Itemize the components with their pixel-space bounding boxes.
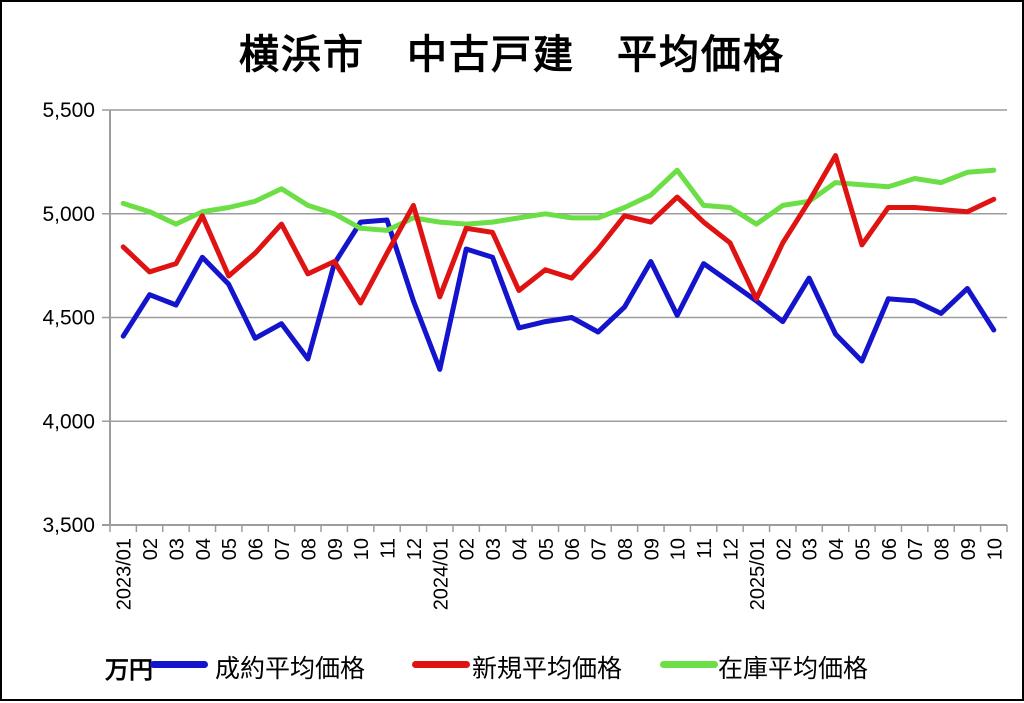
x-axis-label: 04	[193, 538, 215, 560]
new-listing-series-legend-label: 新規平均価格	[472, 655, 623, 683]
stock-series-legend-label: 在庫平均価格	[718, 655, 869, 683]
x-axis-label: 2025/01	[747, 538, 769, 610]
chart-legend: 万円 成約平均価格 新規平均価格 在庫平均価格	[2, 646, 1024, 684]
x-axis-label: 12	[404, 538, 426, 560]
x-axis-label: 07	[272, 538, 294, 560]
stock-price-line	[120, 167, 997, 233]
x-axis-label: 11	[378, 538, 400, 559]
contract-price-line	[120, 217, 997, 372]
x-axis-label: 03	[483, 538, 505, 560]
stock-series-legend-dash	[660, 661, 718, 668]
y-axis-label: 4,500	[42, 307, 95, 330]
contract-series-legend-dash	[150, 661, 208, 668]
x-axis-label: 02	[773, 538, 795, 560]
x-axis-label: 06	[562, 538, 584, 560]
x-axis-label: 12	[720, 538, 742, 560]
x-axis-label: 2024/01	[430, 538, 452, 610]
x-axis-label: 04	[826, 538, 848, 560]
x-axis-label: 08	[615, 538, 637, 560]
contract-series-legend-label: 成約平均価格	[215, 655, 366, 683]
x-axis-label: 10	[668, 538, 690, 560]
x-axis-label: 09	[958, 538, 980, 560]
y-axis-label: 5,500	[42, 99, 95, 122]
x-axis-label: 04	[509, 538, 531, 560]
x-axis-label: 07	[905, 538, 927, 560]
y-axis-label: 5,000	[42, 203, 95, 226]
y-axis-label: 4,000	[42, 410, 95, 433]
x-axis-label: 11	[694, 538, 716, 559]
x-axis-label: 10	[984, 538, 1006, 560]
x-axis-label: 08	[932, 538, 954, 560]
x-axis-label: 02	[457, 538, 479, 560]
x-axis-label: 10	[351, 538, 373, 560]
x-axis-label: 2023/01	[114, 538, 136, 610]
unit-label: 万円	[105, 657, 153, 684]
x-axis-label: 09	[641, 538, 663, 560]
chart-title: 横浜市 中古戸建 平均価格	[239, 33, 785, 77]
x-axis-label: 08	[298, 538, 320, 560]
x-axis-label: 05	[852, 538, 874, 560]
x-axis-label: 06	[246, 538, 268, 560]
x-axis-label: 07	[589, 538, 611, 560]
x-axis-label: 03	[166, 538, 188, 560]
x-axis-label: 02	[140, 538, 162, 560]
x-axis-label: 06	[879, 538, 901, 560]
x-axis-label: 03	[800, 538, 822, 560]
new-listing-series-legend-dash	[412, 661, 470, 668]
x-axis-label: 05	[536, 538, 558, 560]
x-axis-label: 09	[325, 538, 347, 560]
y-axis-label: 3,500	[42, 514, 95, 537]
new-listing-price-line	[120, 153, 997, 306]
x-axis-label: 05	[219, 538, 241, 560]
